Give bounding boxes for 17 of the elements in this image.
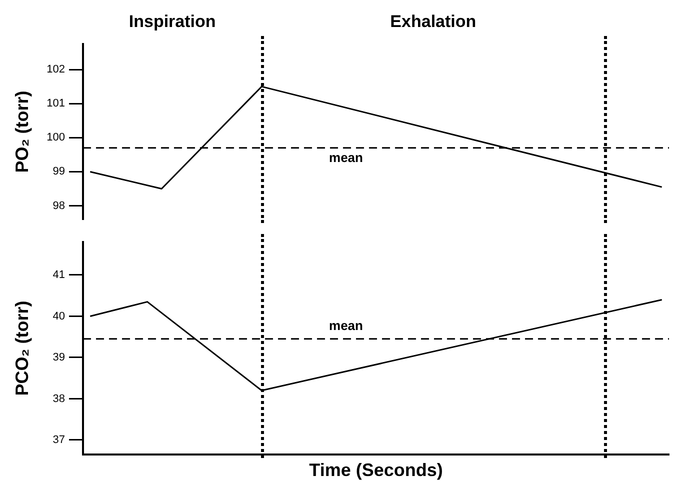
text: Inspiration — [128, 12, 216, 32]
y-tick-label: 102 — [46, 64, 65, 76]
y-axis-title: PCO₂ (torr) — [12, 300, 32, 396]
y-axis-title: PO₂ (torr) — [12, 90, 32, 173]
x-axis-title: Time (Seconds) — [309, 460, 443, 480]
ref-line-label: mean — [329, 150, 364, 165]
y-tick-label: 98 — [52, 200, 65, 212]
y-tick-label: 38 — [52, 392, 65, 405]
y-tick-label: 100 — [46, 132, 65, 144]
y-tick-label: 99 — [52, 166, 65, 178]
y-tick-label: 101 — [46, 98, 65, 110]
y-tick-label: 41 — [52, 269, 65, 282]
ref-line-label: mean — [329, 318, 364, 333]
y-tick-label: 39 — [52, 352, 65, 364]
text: Exhalation — [390, 12, 476, 32]
y-tick-label: 37 — [52, 434, 65, 446]
y-tick-label: 40 — [52, 310, 65, 322]
